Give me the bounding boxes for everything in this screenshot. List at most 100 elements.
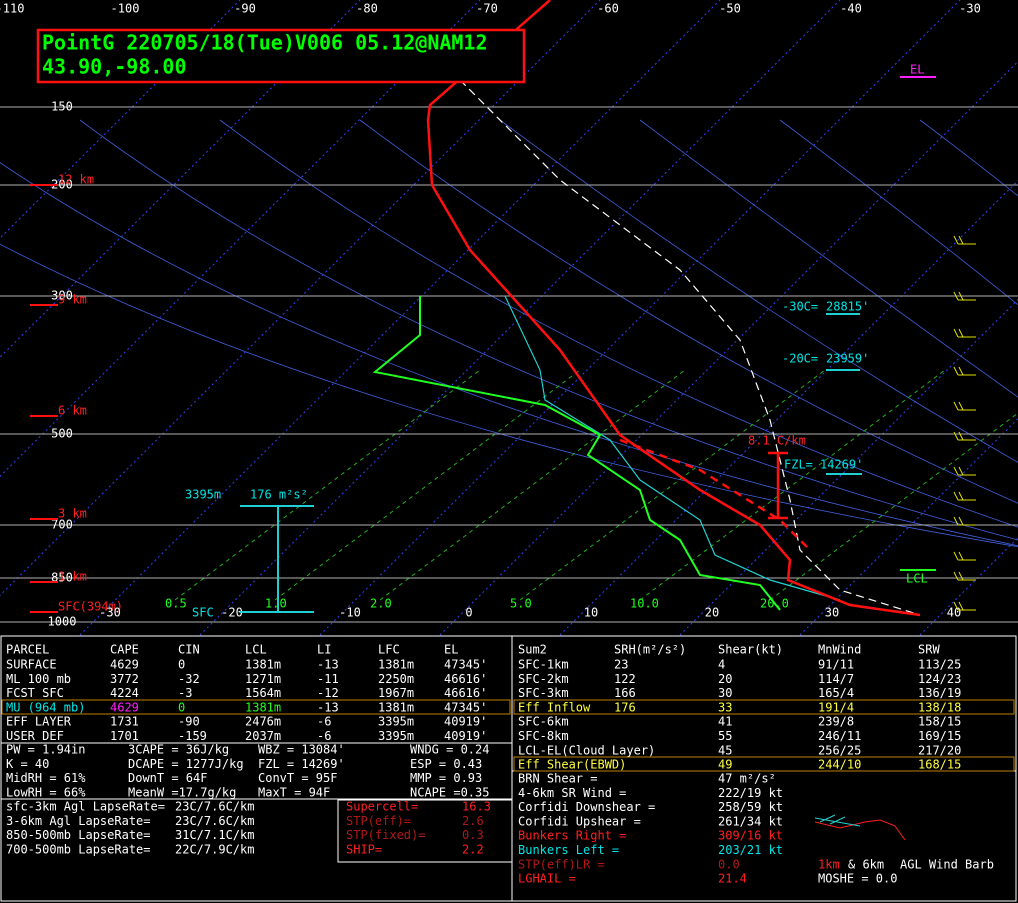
annotation: 3395m [185,488,221,502]
wind-barb [953,491,976,501]
dry-adiabat [79,119,1018,541]
table-header: CIN [178,643,200,657]
top-temp-label: -30 [959,2,981,16]
table-cell: 1381m [378,658,414,672]
text-panel: PARCEL CAPE CIN LCL LI LFC EL SURFACE 4629 0 1381m… [0,635,1017,902]
composite-label: STP(fixed)= [346,828,425,842]
table-cell: 20 [718,672,732,686]
top-temp-label: -110 [0,2,24,16]
bottom-temp-label: -30 [99,606,121,620]
table-cell: 4 [718,658,725,672]
height-label: 9 km [58,293,87,307]
annotation: EL [910,63,924,77]
table-cell: 138/18 [918,700,961,714]
title: PointG 220705/18(Tue)V006 05.12@NAM12 [42,31,488,55]
table-cell: 158/15 [918,715,961,729]
top-temp-label: -100 [111,2,140,16]
kinematic-label: Bunkers Left = [518,843,619,857]
annotation: 23959' [826,352,869,366]
table-header: MnWind [818,643,861,657]
table-cell: 124/23 [918,672,961,686]
table-cell: 46616' [444,672,487,686]
table-cell: SFC-2km [518,672,569,686]
index-cell: PW = 1.94in [6,743,85,757]
index-cell: DCAPE = 1277J/kg [128,757,244,771]
table-cell: -13 [317,700,339,714]
index-cell: LowRH = 66% [6,785,86,799]
mixing-ratio-label: 1.0 [265,597,287,611]
kinematic-value: 222/19 kt [718,786,783,800]
annotation: 176 m²s² [250,488,308,502]
bottom-temp-label: 40 [947,606,961,620]
table-cell: 168/15 [918,758,961,772]
isotherm [799,417,1018,636]
table-cell: 2250m [378,672,414,686]
lapse-label: 850-500mb LapseRate= [6,828,151,842]
dry-adiabat [219,119,1018,528]
plot-area: 0.5 1.0 2.0 5.0 10.0 20.015020030050070085010… [0,0,1018,636]
table-cell: -13 [317,658,339,672]
wind-barb [953,551,976,561]
dry-adiabat [499,119,1018,463]
table-cell: 244/10 [818,758,861,772]
table-cell: 122 [614,672,636,686]
kinematic-value: 21.4 [718,872,747,886]
table-cell: SURFACE [6,658,57,672]
table-cell: 30 [718,686,732,700]
index-cell: MidRH = 61% [6,771,86,785]
table-cell: 1271m [245,672,281,686]
table-cell: 47345' [444,658,487,672]
pressure-label: 300 [51,289,73,303]
table-cell: 0 [178,700,185,714]
table-cell: 3395m [378,729,414,743]
kinematic-label: Corfidi Upshear = [518,814,641,828]
table-cell: 33 [718,700,732,714]
panel-border [0,635,1017,902]
annotation: -30C= [782,300,818,314]
table-cell: 2476m [245,715,281,729]
dry-adiabat [359,119,1018,504]
table-cell: 55 [718,729,732,743]
kinematic-value: 258/59 kt [718,800,783,814]
composite-label: Supercell= [346,800,418,814]
table-cell: 2037m [245,729,281,743]
dry-adiabat [0,243,1018,548]
table-cell: -32 [178,672,200,686]
annotation: SFC [192,606,214,620]
dry-adiabat [0,162,1018,547]
isotherm [0,0,601,597]
index-cell: WNDG = 0.24 [410,743,489,757]
composite-value: 2.6 [462,814,484,828]
table-cell: 246/11 [818,729,861,743]
dry-adiabat [779,119,1018,306]
table-cell: 1381m [245,658,281,672]
kinematic-label: LGHAIL = [518,872,576,886]
top-temp-label: -80 [356,2,378,16]
table-cell: LCL-EL(Cloud Layer) [518,743,655,757]
wind-barb [953,516,976,526]
hodo-barb [814,819,906,841]
top-temp-label: -50 [719,2,741,16]
skewt-panel: 0.5 1.0 2.0 5.0 10.0 20.015020030050070085010… [0,0,1018,636]
bottom-temp-label: -20 [221,606,243,620]
table-cell: -11 [317,672,339,686]
table-cell: EFF LAYER [6,715,72,729]
index-cell: MeanW =17.7g/kg [128,785,236,799]
table-cell: -6 [317,715,331,729]
table-cell: 239/8 [818,715,854,729]
lapse-rate-bar [768,451,788,520]
isotherm [0,0,241,239]
table-header: EL [444,643,458,657]
annotation: 28815' [826,300,869,314]
table-cell: 49 [718,758,732,772]
table-cell: SFC-1km [518,658,569,672]
isotherm [679,298,1018,636]
bottom-temp-label: 10 [584,606,598,620]
temperature-trace [426,0,921,617]
table-cell: 217/20 [918,743,961,757]
table-cell: SFC-8km [518,729,569,743]
wind-barb [953,466,976,476]
table-cell: -159 [178,729,207,743]
annotation: FZL= [784,458,813,472]
kinematic-value: 261/34 kt [718,814,783,828]
